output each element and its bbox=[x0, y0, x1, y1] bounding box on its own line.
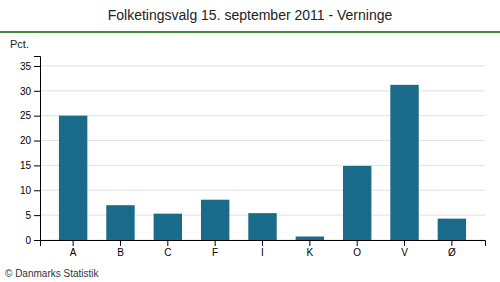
x-tick-label: Ø bbox=[448, 247, 456, 258]
x-tick-mark bbox=[167, 240, 168, 246]
bar bbox=[390, 85, 418, 240]
y-tick: 15 bbox=[20, 160, 40, 171]
y-tick-mark bbox=[34, 240, 40, 241]
y-tick: 5 bbox=[25, 210, 40, 221]
bar bbox=[154, 214, 182, 240]
y-tick: 35 bbox=[20, 61, 40, 72]
y-tick-mark bbox=[34, 165, 40, 166]
bar bbox=[343, 166, 371, 240]
y-label: Pct. bbox=[10, 38, 29, 50]
y-tick-label: 25 bbox=[20, 110, 32, 121]
y-tick-label: 15 bbox=[20, 160, 32, 171]
x-tick-label: I bbox=[261, 247, 264, 258]
y-tick: 20 bbox=[20, 135, 40, 146]
x-tick-mark bbox=[309, 240, 310, 246]
y-tick-label: 30 bbox=[20, 86, 32, 97]
plot: 0 5 10 15 20 25 30 35 A B C F I K O V Ø bbox=[20, 57, 486, 259]
x-tick-label: B bbox=[117, 247, 124, 258]
y-tick-mark bbox=[34, 91, 40, 92]
x-tick-mark bbox=[357, 240, 358, 246]
x-tick-mark bbox=[451, 240, 452, 246]
x-tick: Ø bbox=[448, 240, 456, 258]
bar bbox=[201, 200, 229, 240]
y-tick: 30 bbox=[20, 86, 40, 97]
y-axis: 0 5 10 15 20 25 30 35 bbox=[20, 57, 41, 246]
y-tick-label: 5 bbox=[25, 210, 31, 221]
x-tick: I bbox=[261, 240, 264, 258]
grid-line bbox=[40, 65, 485, 66]
x-tick-mark bbox=[215, 240, 216, 246]
x-tick-mark bbox=[73, 240, 74, 246]
x-tick-mark bbox=[262, 240, 263, 246]
bar bbox=[296, 237, 324, 240]
x-tick-mark bbox=[120, 240, 121, 246]
x-tick-label: V bbox=[401, 247, 408, 258]
y-tick-mark bbox=[34, 190, 40, 191]
y-tick-mark bbox=[34, 215, 40, 216]
y-tick-label: 10 bbox=[20, 185, 32, 196]
y-tick-mark bbox=[34, 66, 40, 67]
y-tick-label: 0 bbox=[25, 235, 31, 246]
title: Folketingsvalg 15. september 2011 - Vern… bbox=[108, 7, 393, 23]
x-tick-label: C bbox=[164, 247, 171, 258]
title-rule bbox=[0, 31, 500, 33]
bar bbox=[438, 219, 466, 240]
x-axis: ABCFIKOVØ bbox=[41, 240, 486, 258]
x-tick: A bbox=[70, 240, 77, 258]
y-tick: 25 bbox=[20, 110, 40, 121]
y-tick: 0 bbox=[25, 235, 40, 246]
y-axis-line bbox=[34, 57, 41, 241]
x-axis-line bbox=[41, 241, 486, 247]
bar bbox=[248, 213, 276, 240]
y-tick-mark bbox=[34, 116, 40, 117]
x-tick-label: F bbox=[212, 247, 218, 258]
bars bbox=[59, 85, 466, 240]
x-tick: V bbox=[401, 240, 408, 258]
footer: © Danmarks Statistik bbox=[5, 268, 100, 279]
chart: Folketingsvalg 15. september 2011 - Vern… bbox=[0, 0, 500, 282]
y-tick: 10 bbox=[20, 185, 40, 196]
x-tick-label: A bbox=[70, 247, 77, 258]
x-tick: O bbox=[353, 240, 361, 258]
x-tick: C bbox=[164, 240, 171, 258]
y-tick-label: 35 bbox=[20, 61, 32, 72]
x-tick: K bbox=[307, 240, 314, 258]
x-tick-mark bbox=[404, 240, 405, 246]
y-tick-label: 20 bbox=[20, 135, 32, 146]
x-tick-label: O bbox=[353, 247, 361, 258]
y-tick-mark bbox=[34, 141, 40, 142]
bar bbox=[59, 116, 87, 240]
x-tick: F bbox=[212, 240, 218, 258]
grid bbox=[40, 66, 485, 240]
x-tick-label: K bbox=[307, 247, 314, 258]
bar bbox=[106, 205, 134, 240]
x-tick: B bbox=[117, 240, 124, 258]
